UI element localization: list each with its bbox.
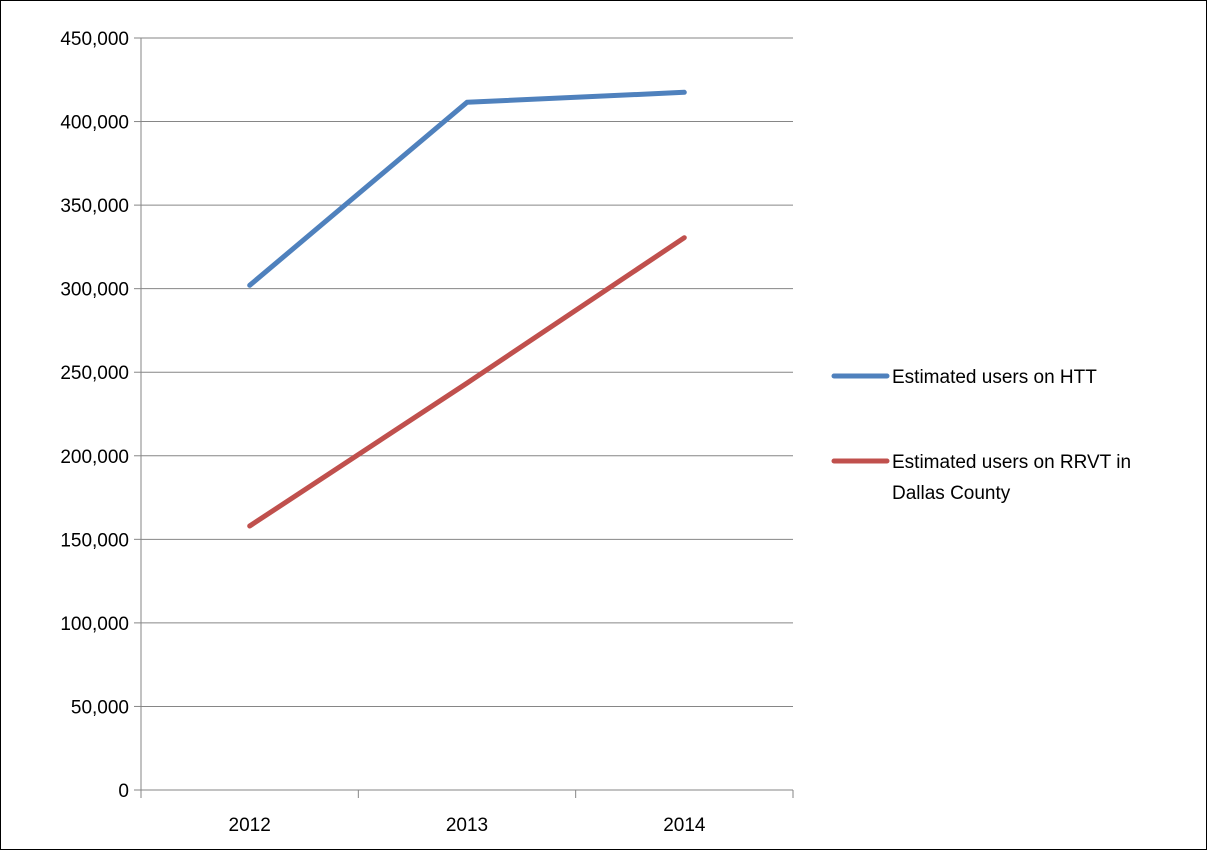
axes (134, 37, 794, 798)
legend: Estimated users on HTT Estimated users on… (831, 367, 1131, 504)
legend-label: Dallas County (892, 483, 1011, 504)
y-tick-label: 450,000 (60, 29, 129, 50)
y-tick-label: 100,000 (60, 614, 129, 635)
x-tick-label: 2012 (229, 815, 271, 836)
series-line-1 (247, 89, 687, 288)
series-line-2 (247, 235, 687, 529)
y-tick-label: 200,000 (60, 447, 129, 468)
y-tick-label: 250,000 (60, 363, 129, 384)
x-tick-label: 2013 (446, 815, 488, 836)
x-tick-label: 2014 (663, 815, 706, 836)
gridlines (141, 37, 793, 707)
series-lines (247, 89, 687, 529)
y-tick-label: 400,000 (60, 113, 129, 134)
y-axis-tick-labels: 0 50,000 100,000 150,000 200,000 250,000 300,0… (60, 29, 129, 802)
y-tick-label: 350,000 (60, 196, 129, 217)
x-axis-tick-labels: 2012 2013 2014 (229, 815, 706, 836)
y-tick-label: 50,000 (71, 697, 129, 718)
legend-label: Estimated users on HTT (892, 367, 1097, 388)
y-tick-label: 0 (118, 781, 129, 802)
y-tick-label: 150,000 (60, 530, 129, 551)
legend-item-1: Estimated users on HTT (831, 367, 1097, 388)
legend-item-2: Estimated users on RRVT in Dallas County (831, 452, 1131, 504)
y-tick-label: 300,000 (60, 280, 129, 301)
legend-label: Estimated users on RRVT in (892, 452, 1131, 473)
